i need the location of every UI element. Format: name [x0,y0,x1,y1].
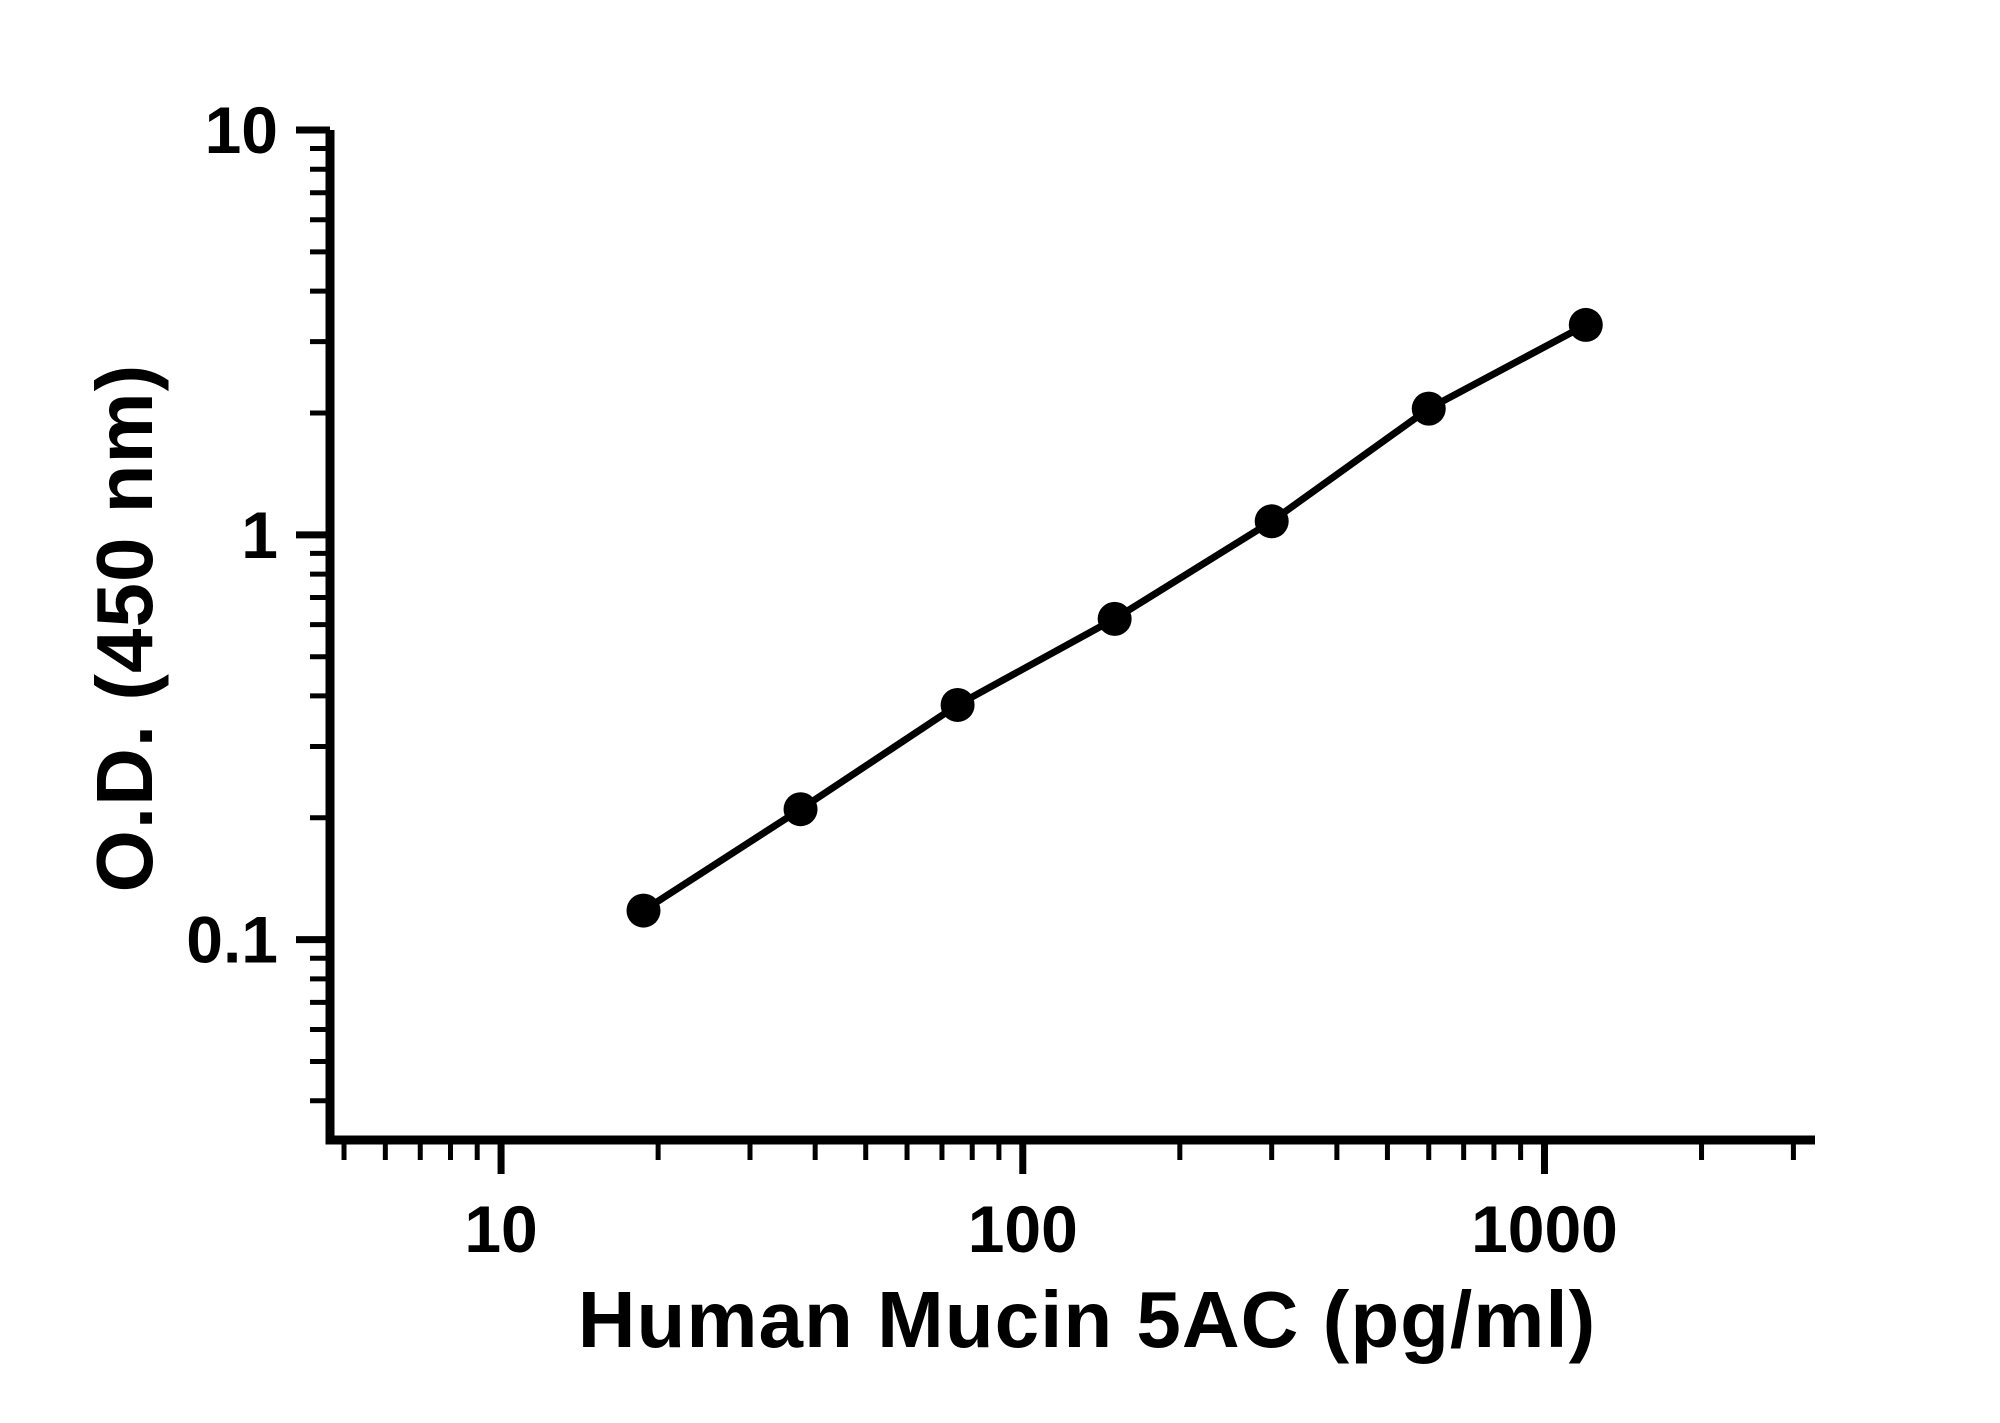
y-axis-title: O.D. (450 nm) [80,363,169,893]
x-axis-title: Human Mucin 5AC (pg/ml) [577,1275,1597,1364]
data-point [1411,391,1446,426]
data-point [783,792,818,827]
data-point [1254,504,1289,539]
y-tick-label: 0.1 [186,903,278,977]
data-point [1568,307,1603,342]
y-tick-label: 1 [241,498,278,572]
y-tick-label: 10 [205,93,278,167]
data-point [940,687,975,722]
data-point [626,893,661,928]
x-tick-label: 10 [464,1192,537,1266]
x-tick-label: 100 [968,1192,1078,1266]
x-tick-label: 1000 [1471,1192,1618,1266]
data-point [1097,601,1132,636]
